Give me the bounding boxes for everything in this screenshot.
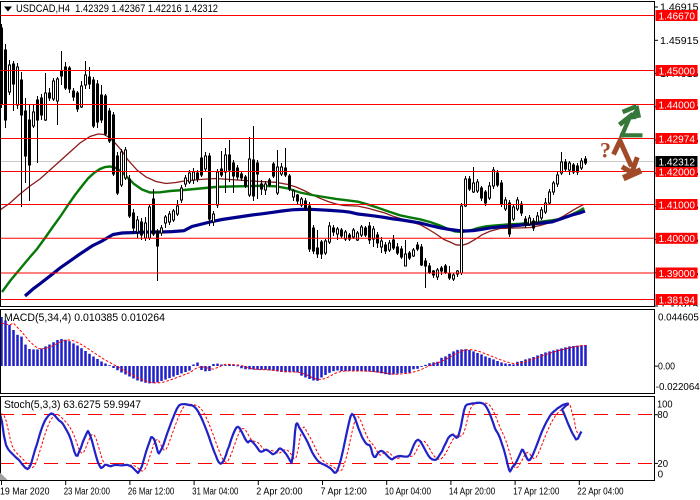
svg-text:23 Mar 20:00: 23 Mar 20:00 [64, 486, 111, 497]
svg-text:14 Apr 20:00: 14 Apr 20:00 [449, 486, 496, 497]
svg-text:1.42312: 1.42312 [659, 157, 696, 168]
svg-text:19 Mar 2020: 19 Mar 2020 [0, 486, 50, 497]
svg-text:0: 0 [658, 469, 664, 480]
svg-text:1.40000: 1.40000 [659, 234, 696, 245]
svg-text:?: ? [600, 138, 611, 163]
svg-text:1.41000: 1.41000 [659, 200, 696, 211]
svg-text:22 Apr 04:00: 22 Apr 04:00 [577, 486, 624, 497]
svg-text:MACD(5,34,4) 0.010385 0.010264: MACD(5,34,4) 0.010385 0.010264 [4, 312, 165, 324]
svg-text:7 Apr 12:00: 7 Apr 12:00 [321, 486, 368, 497]
svg-text:1.38194: 1.38194 [659, 295, 696, 306]
svg-text:1.45000: 1.45000 [659, 66, 696, 77]
svg-text:10 Apr 04:00: 10 Apr 04:00 [385, 486, 432, 497]
svg-text:1.42000: 1.42000 [659, 167, 696, 178]
svg-text:80: 80 [657, 410, 668, 421]
svg-text:USDCAD,H4 1.42329 1.42367 1.4: USDCAD,H4 1.42329 1.42367 1.42216 1.4231… [16, 3, 218, 15]
svg-text:1.39000: 1.39000 [659, 269, 696, 280]
svg-text:26 Mar 12:00: 26 Mar 12:00 [128, 486, 175, 497]
svg-text:20: 20 [657, 459, 668, 470]
svg-text:-0.022064: -0.022064 [656, 382, 700, 393]
svg-text:1.46915: 1.46915 [660, 3, 699, 14]
svg-text:1.44000: 1.44000 [659, 100, 696, 111]
svg-text:2 Apr 20:00: 2 Apr 20:00 [256, 486, 303, 497]
svg-text:17 Apr 12:00: 17 Apr 12:00 [513, 486, 560, 497]
svg-text:0.044605: 0.044605 [658, 312, 699, 323]
svg-text:Stoch(5,3,3) 63.6275 59.9947: Stoch(5,3,3) 63.6275 59.9947 [4, 399, 141, 411]
svg-text:31 Mar 04:00: 31 Mar 04:00 [192, 486, 239, 497]
svg-text:1.42974: 1.42974 [659, 134, 696, 145]
svg-text:1.45915: 1.45915 [660, 36, 699, 47]
svg-text:1.46670: 1.46670 [659, 11, 696, 22]
svg-text:0.00: 0.00 [658, 362, 675, 373]
svg-text:100: 100 [657, 400, 673, 411]
